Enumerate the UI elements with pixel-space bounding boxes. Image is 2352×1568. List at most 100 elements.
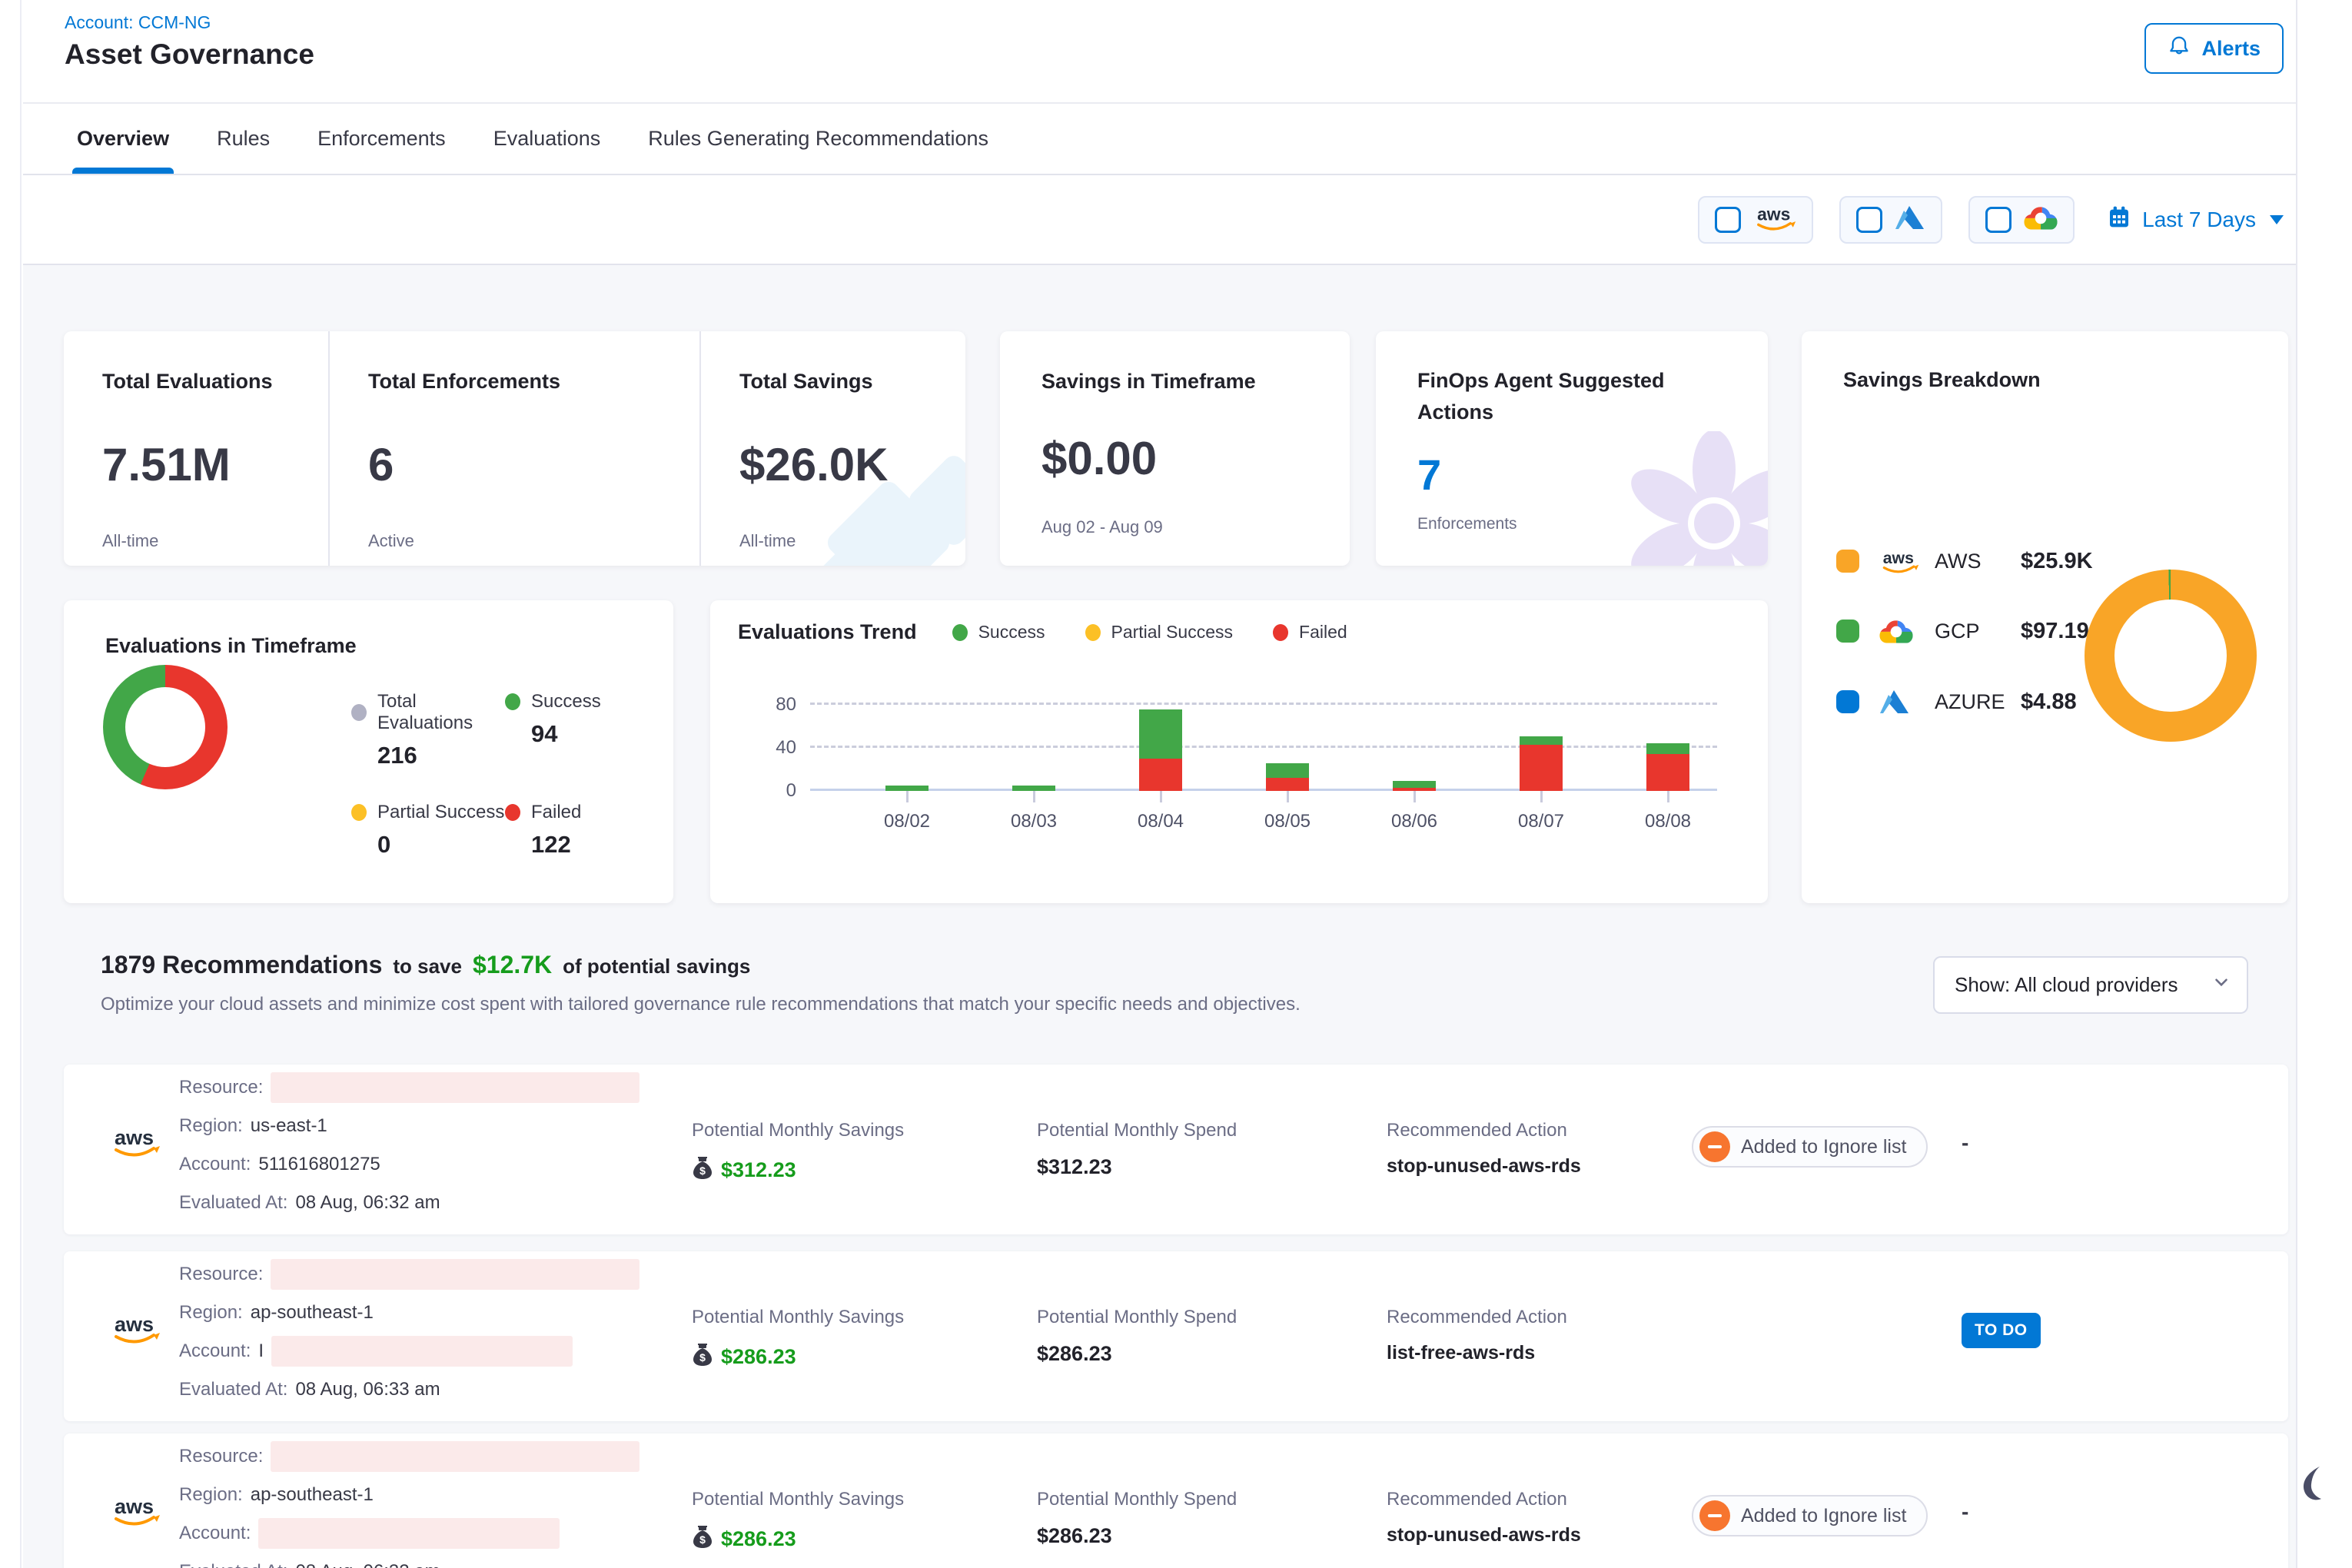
recommended-action: Recommended Action stop-unused-aws-rds xyxy=(1387,1120,1581,1178)
ticket-status-label: TO DO xyxy=(1975,1321,2028,1339)
caret-down-icon xyxy=(2270,215,2284,224)
column-header: Recommended Action xyxy=(1387,1489,1581,1510)
status-label: Added to Ignore list xyxy=(1741,1505,1906,1527)
tab-rules[interactable]: Rules xyxy=(217,104,270,174)
column-header: Recommended Action xyxy=(1387,1120,1581,1141)
partial-dot-icon xyxy=(351,804,367,821)
column-header: Potential Monthly Spend xyxy=(1037,1489,1237,1510)
failed-dot-icon xyxy=(1273,624,1288,641)
aws-logo-icon: aws xyxy=(110,1125,161,1162)
action-value: list-free-aws-rds xyxy=(1387,1342,1535,1364)
kpi-caption: Aug 02 - Aug 09 xyxy=(1041,517,1350,537)
savings-breakdown-card: Savings Breakdown aws AWS $25.9K xyxy=(1802,331,2288,903)
evaluations-legend: Total Evaluations 216 Success 94 Partial… xyxy=(351,691,659,859)
money-bag-icon: $ xyxy=(692,1524,713,1554)
recommendations-text: to save xyxy=(393,955,462,978)
kpi-title: Total Evaluations xyxy=(102,370,328,394)
recommendation-row[interactable]: aws Resource: Region:us-east-1 Account:5… xyxy=(64,1065,2288,1234)
recommendations-header: 1879 Recommendations to save $12.7K of p… xyxy=(101,951,750,979)
right-scroll-gutter[interactable] xyxy=(2296,0,2352,1568)
breadcrumb-account-link[interactable]: Account: CCM-NG xyxy=(65,12,211,33)
gcp-swatch xyxy=(1836,620,1859,643)
card-title: Evaluations Trend xyxy=(738,620,917,644)
savings-value: $312.23 xyxy=(721,1158,796,1182)
main-content: Total Evaluations 7.51M All-time Total E… xyxy=(23,265,2296,1568)
field-label: Region: xyxy=(179,1484,243,1506)
status-badge-ignore-list: Added to Ignore list xyxy=(1692,1495,1928,1536)
trend-legend-success: Success xyxy=(952,622,1045,643)
redacted-account-value xyxy=(258,1518,560,1549)
tab-evaluations[interactable]: Evaluations xyxy=(493,104,601,174)
kpi-value: 7.51M xyxy=(102,438,328,491)
partial-dot-icon xyxy=(1085,624,1101,641)
legend-label: Partial Success xyxy=(377,802,504,823)
status-label: Added to Ignore list xyxy=(1741,1136,1906,1158)
field-label: Resource: xyxy=(179,1264,263,1285)
trend-legend-failed: Failed xyxy=(1273,622,1347,643)
success-dot-icon xyxy=(952,624,968,641)
aws-checkbox[interactable] xyxy=(1715,207,1741,233)
provider-savings: $97.19 xyxy=(2021,619,2089,644)
legend-label: Success xyxy=(978,622,1045,643)
recommended-action: Recommended Action stop-unused-aws-rds xyxy=(1387,1489,1581,1546)
kpi-total-enforcements: Total Enforcements 6 Active xyxy=(328,331,699,566)
summary-kpi-card: Total Evaluations 7.51M All-time Total E… xyxy=(64,331,965,566)
tab-overview[interactable]: Overview xyxy=(77,104,169,174)
filter-provider-azure[interactable] xyxy=(1839,196,1942,244)
provider-name: AZURE xyxy=(1935,690,2021,714)
savings-value: $286.23 xyxy=(721,1345,796,1369)
recommendation-row[interactable]: aws Resource: Region:ap-southeast-1 Acco… xyxy=(64,1251,2288,1421)
tab-enforcements[interactable]: Enforcements xyxy=(317,104,446,174)
field-label: Evaluated At: xyxy=(179,1379,287,1400)
page-title: Asset Governance xyxy=(65,38,314,71)
legend-success: Success 94 xyxy=(505,691,659,769)
alerts-button[interactable]: Alerts xyxy=(2144,23,2284,74)
azure-logo-icon xyxy=(1895,204,1925,234)
recommendations-amount: $12.7K xyxy=(473,951,552,979)
potential-monthly-spend: Potential Monthly Spend $286.23 xyxy=(1037,1307,1237,1366)
provider-name: GCP xyxy=(1935,620,2021,643)
filter-provider-aws[interactable]: aws xyxy=(1698,196,1813,244)
dropdown-selected-value: Show: All cloud providers xyxy=(1955,973,2178,997)
resource-details: Resource: Region:us-east-1 Account:51161… xyxy=(179,1072,639,1218)
tab-rules-generating-recommendations[interactable]: Rules Generating Recommendations xyxy=(648,104,988,174)
bell-icon xyxy=(2168,35,2191,63)
redacted-resource-value xyxy=(271,1072,639,1103)
legend-total-evaluations: Total Evaluations 216 xyxy=(351,691,505,769)
gcp-checkbox[interactable] xyxy=(1985,207,2011,233)
spend-value: $286.23 xyxy=(1037,1524,1112,1548)
recommendation-row[interactable]: aws Resource: Region:ap-southeast-1 Acco… xyxy=(64,1433,2288,1568)
aws-logo-icon: aws xyxy=(110,1311,161,1349)
field-label: Region: xyxy=(179,1302,243,1324)
cloud-provider-filter-dropdown[interactable]: Show: All cloud providers xyxy=(1933,956,2248,1014)
left-nav-edge xyxy=(0,0,22,1568)
legend-failed: Failed 122 xyxy=(505,802,659,859)
svg-text:$: $ xyxy=(699,1351,706,1364)
savings-in-timeframe-card: Savings in Timeframe $0.00 Aug 02 - Aug … xyxy=(1000,331,1350,566)
field-label: Evaluated At: xyxy=(179,1561,287,1568)
savings-breakdown-donut-chart xyxy=(2085,570,2257,742)
aws-logo-icon: aws xyxy=(1879,547,1922,575)
field-label: Account: xyxy=(179,1523,251,1544)
date-range-selector[interactable]: Last 7 Days xyxy=(2107,204,2284,234)
spend-value: $312.23 xyxy=(1037,1155,1112,1179)
evaluated-at-value: 08 Aug, 06:33 am xyxy=(295,1379,440,1400)
tabs-bar: Overview Rules Enforcements Evaluations … xyxy=(23,104,2296,175)
aws-logo-icon: aws xyxy=(1753,202,1796,237)
calendar-icon xyxy=(2107,204,2131,234)
ticket-status-badge-todo[interactable]: TO DO xyxy=(1962,1313,2041,1348)
gcp-logo-icon xyxy=(1879,617,1922,645)
page-header: Account: CCM-NG Asset Governance Alerts xyxy=(23,0,2296,104)
kpi-value: 6 xyxy=(368,438,699,491)
svg-text:aws: aws xyxy=(1883,549,1914,567)
recommendations-subtitle: Optimize your cloud assets and minimize … xyxy=(101,994,1301,1015)
azure-checkbox[interactable] xyxy=(1856,207,1882,233)
savings-value: $286.23 xyxy=(721,1527,796,1551)
column-header: Recommended Action xyxy=(1387,1307,1567,1328)
field-label: Evaluated At: xyxy=(179,1192,287,1214)
filter-provider-gcp[interactable] xyxy=(1968,196,2075,244)
date-range-label: Last 7 Days xyxy=(2142,208,2256,232)
svg-text:aws: aws xyxy=(115,1495,154,1518)
watermark-flower xyxy=(1614,431,1768,566)
chevron-down-icon xyxy=(2211,972,2231,998)
